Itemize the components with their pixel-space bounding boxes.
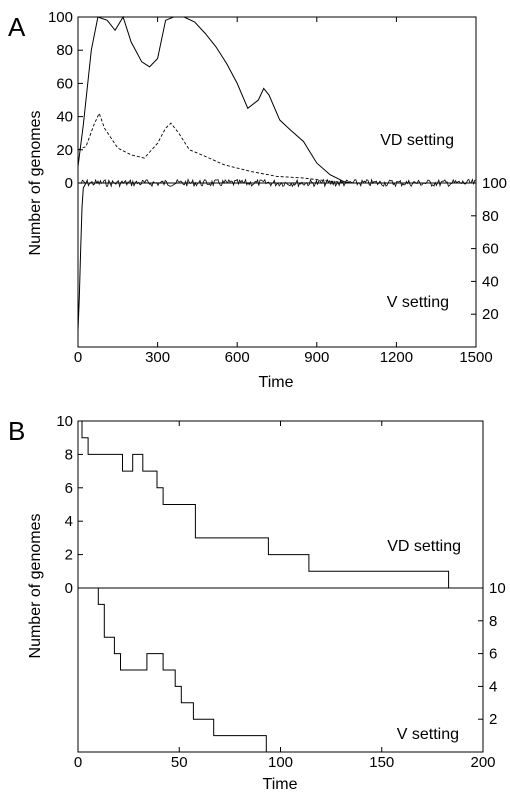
panel-a-xtick-label: 600 xyxy=(225,349,250,366)
panel-a-vd-annotation: VD setting xyxy=(380,132,454,149)
panel-b-xlabel: Time xyxy=(263,776,298,792)
panel-a-xtick-label: 300 xyxy=(145,349,170,366)
panel-a-xtick-label: 1500 xyxy=(459,349,492,366)
panel-a-xtick-label: 1200 xyxy=(380,349,413,366)
panel-b-bottom-ytick-label: 4 xyxy=(489,678,497,695)
panel-b-bottom-ytick-label: 10 xyxy=(489,580,506,597)
panel-a-bottom-ytick-label: 40 xyxy=(482,273,499,290)
panel-b-top-ytick-label: 4 xyxy=(65,513,73,530)
panel-a-boundary-noise xyxy=(79,178,477,188)
panel-a-v-annotation: V setting xyxy=(387,294,449,311)
panel-b-xtick-label: 100 xyxy=(268,754,293,771)
panel-a-xlabel: Time xyxy=(259,374,294,391)
panel-b-xtick-label: 50 xyxy=(171,754,188,771)
panel-b-top-ytick-label: 8 xyxy=(65,446,73,463)
panel-a-top-ytick-label: 40 xyxy=(56,109,73,126)
panel-b-top-ytick-label: 2 xyxy=(65,547,73,564)
panel-b-bottom-ytick-label: 2 xyxy=(489,711,497,728)
panel-a-top-series-dashed xyxy=(77,112,357,184)
panel-a-top-ytick-label: 20 xyxy=(56,142,73,159)
panel-a-top-ytick-label: 0 xyxy=(65,175,73,192)
panel-b-top-ytick-label: 10 xyxy=(56,413,73,430)
panel-b-xtick-label: 200 xyxy=(470,754,495,771)
panel-b-bottom-series-step xyxy=(96,587,451,753)
panel-a-bottom-ytick-label: 20 xyxy=(482,306,499,323)
panel-b-v-annotation: V setting xyxy=(397,726,459,743)
panel-a-bottom-frame xyxy=(77,182,477,348)
panel-b-top-frame xyxy=(77,420,484,589)
panel-b-ylabel: Number of genomes xyxy=(27,514,44,659)
panel-a-ylabel: Number of genomes xyxy=(27,111,44,256)
panel-a-top-series-solid xyxy=(77,15,354,184)
panel-a-top-ytick-label: 80 xyxy=(56,42,73,59)
panel-b-xtick-label: 150 xyxy=(369,754,394,771)
panel-b-top-ytick-label: 6 xyxy=(65,480,73,497)
panel-b-bottom-ytick-label: 6 xyxy=(489,646,497,663)
panel-a-top-ytick-label: 100 xyxy=(48,9,73,26)
panel-b-top-ytick-label: 0 xyxy=(65,580,73,597)
chart-marks: 0 300 600 900 1200 15000204060801002040608010… xyxy=(48,9,507,771)
panel-a-xtick-label: 0 xyxy=(74,349,82,366)
panel-b-top-series-step xyxy=(78,420,451,589)
panel-a-top-frame xyxy=(77,16,477,184)
panel-b-bottom-ytick-label: 8 xyxy=(489,613,497,630)
panel-b-xtick-label: 0 xyxy=(74,754,82,771)
panel-a-bottom-ytick-label: 60 xyxy=(482,241,499,258)
panel-a-xtick-label: 900 xyxy=(304,349,329,366)
panel-a-bottom-ytick-label: 100 xyxy=(482,175,507,192)
panel-a-letter: A xyxy=(8,12,26,42)
panel-b-letter: B xyxy=(8,416,25,446)
panel-a-bottom-ytick-label: 80 xyxy=(482,208,499,225)
panel-a-top-ytick-label: 60 xyxy=(56,75,73,92)
panel-b-vd-annotation: VD setting xyxy=(387,538,461,555)
